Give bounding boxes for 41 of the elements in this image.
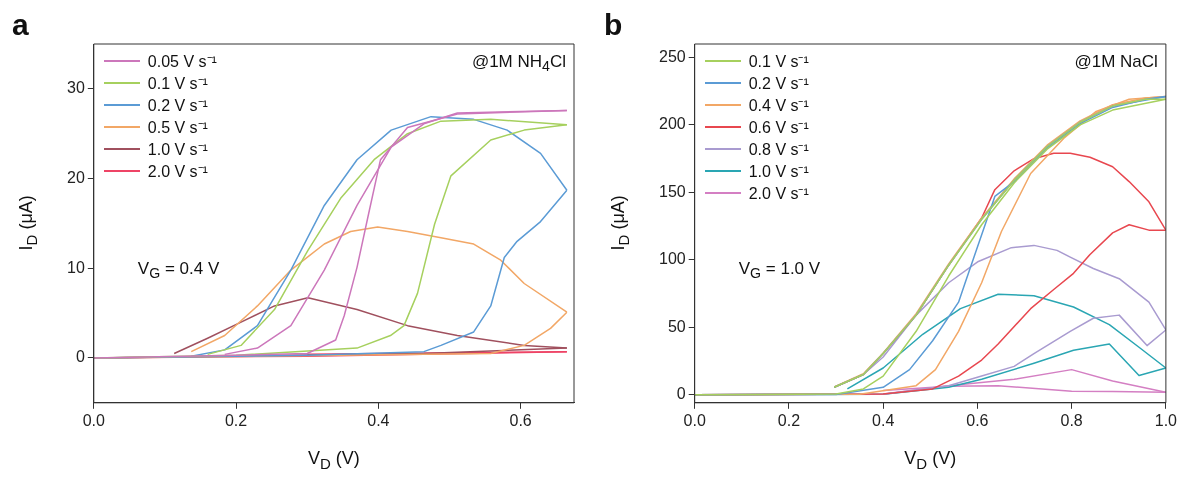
y-tick-label: 30: [67, 79, 85, 97]
y-tick-label: 20: [67, 168, 85, 186]
y-tick-label: 100: [658, 250, 686, 268]
legend-label: 0.2 V s⁻¹: [748, 74, 809, 94]
legend-label: 2.0 V s⁻¹: [147, 162, 208, 182]
legend-label: 1.0 V s⁻¹: [147, 140, 208, 160]
x-tick-label: 0.4: [367, 411, 390, 429]
legend-label: 0.6 V s⁻¹: [748, 118, 809, 138]
x-axis-title: V$_{D}$ (V): [306, 448, 361, 472]
x-tick-label: 0.6: [509, 411, 532, 429]
x-tick-label: 0.0: [82, 411, 106, 429]
legend-label: 0.4 V s⁻¹: [748, 96, 809, 116]
legend-label: 2.0 V s⁻¹: [748, 184, 809, 204]
annotation: @1M NH$_{4}$Cl: [471, 52, 566, 75]
legend-label: 0.5 V s⁻¹: [147, 118, 208, 138]
x-tick-label: 1.0: [1154, 411, 1178, 429]
x-tick-label: 0.8: [1060, 411, 1083, 429]
chart-title: b: [604, 8, 623, 42]
x-tick-label: 0.4: [872, 411, 895, 429]
legend-label: 0.8 V s⁻¹: [748, 140, 809, 160]
annotation: V$_{G}$ = 1.0 V: [738, 259, 821, 282]
y-tick-label: 0: [676, 385, 686, 403]
annotation: @1M NaCl: [1074, 52, 1158, 72]
legend-label: 0.1 V s⁻¹: [748, 52, 809, 72]
x-tick-label: 0.0: [683, 411, 706, 429]
x-axis-title: V$_{D}$ (V): [903, 448, 958, 472]
chart-title: a: [12, 8, 29, 42]
legend-label: 0.2 V s⁻¹: [147, 96, 208, 116]
y-tick-label: 200: [658, 115, 686, 133]
y-tick-label: 10: [67, 258, 85, 276]
y-tick-label: 250: [658, 47, 686, 65]
x-tick-label: 0.2: [777, 411, 801, 429]
legend-label: 0.1 V s⁻¹: [147, 74, 208, 94]
legend-label: 0.05 V s⁻¹: [147, 52, 217, 72]
legend-label: 1.0 V s⁻¹: [748, 162, 809, 182]
y-tick-label: 150: [658, 182, 686, 200]
x-tick-label: 0.2: [224, 411, 248, 429]
y-tick-label: 50: [667, 317, 686, 335]
y-tick-label: 0: [75, 348, 85, 366]
x-tick-label: 0.6: [966, 411, 989, 429]
annotation: V$_{G}$ = 0.4 V: [137, 259, 220, 282]
